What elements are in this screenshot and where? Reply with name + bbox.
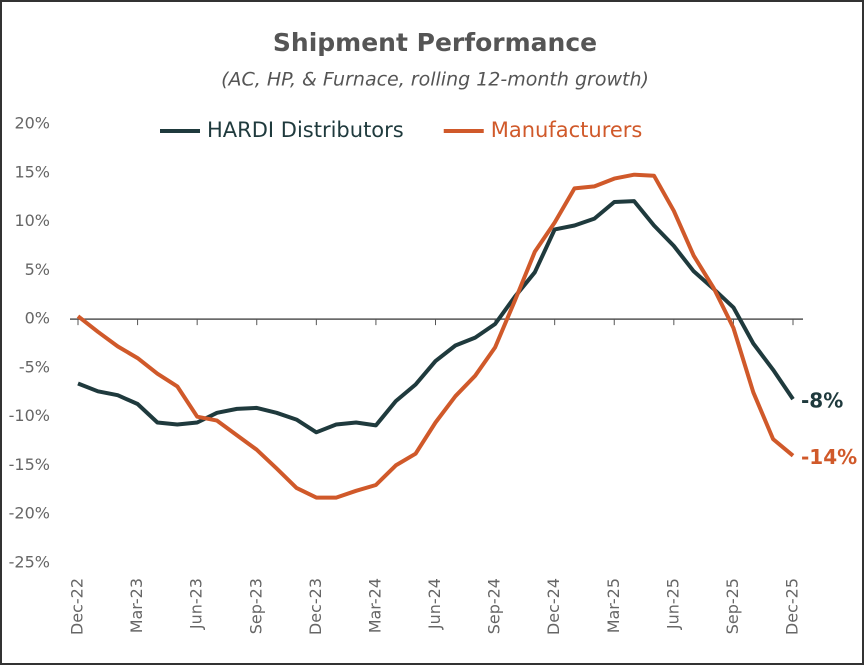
x-tick-label: Dec-22 bbox=[68, 578, 87, 635]
x-tick-label: Mar-24 bbox=[365, 578, 384, 633]
chart-title: Shipment Performance bbox=[273, 28, 597, 57]
y-tick-label: 15% bbox=[14, 162, 50, 181]
x-tick-label: Dec-24 bbox=[544, 578, 563, 635]
y-tick-label: 20% bbox=[14, 114, 50, 133]
value-label: -8% bbox=[801, 389, 843, 413]
value-label: -14% bbox=[801, 445, 857, 469]
x-tick-label: Mar-25 bbox=[604, 578, 623, 633]
x-tick-label: Jun-24 bbox=[425, 578, 444, 630]
x-tick-label: Sep-24 bbox=[485, 578, 504, 634]
y-tick-label: -15% bbox=[9, 455, 50, 474]
series-line bbox=[76, 172, 795, 500]
y-tick-label: 10% bbox=[14, 211, 50, 230]
y-tick-label: -5% bbox=[19, 357, 50, 376]
legend-label: Manufacturers bbox=[491, 118, 643, 142]
x-tick-label: Dec-23 bbox=[306, 578, 325, 635]
y-tick-label: -25% bbox=[9, 553, 50, 572]
x-tick-label: Mar-23 bbox=[127, 578, 146, 633]
y-tick-label: 0% bbox=[25, 309, 50, 328]
y-tick-label: -10% bbox=[9, 406, 50, 425]
x-tick-label: Dec-25 bbox=[783, 578, 802, 635]
chart-subtitle: (AC, HP, & Furnace, rolling 12-month gro… bbox=[221, 69, 649, 91]
legend-label: HARDI Distributors bbox=[207, 118, 404, 142]
x-tick-label: Sep-25 bbox=[723, 578, 742, 634]
x-tick-label: Jun-25 bbox=[663, 578, 682, 630]
y-tick-label: 5% bbox=[25, 260, 50, 279]
series-line bbox=[77, 199, 795, 435]
x-tick-label: Sep-23 bbox=[246, 578, 265, 634]
x-tick-label: Jun-23 bbox=[187, 578, 206, 630]
y-tick-label: -20% bbox=[9, 504, 50, 523]
